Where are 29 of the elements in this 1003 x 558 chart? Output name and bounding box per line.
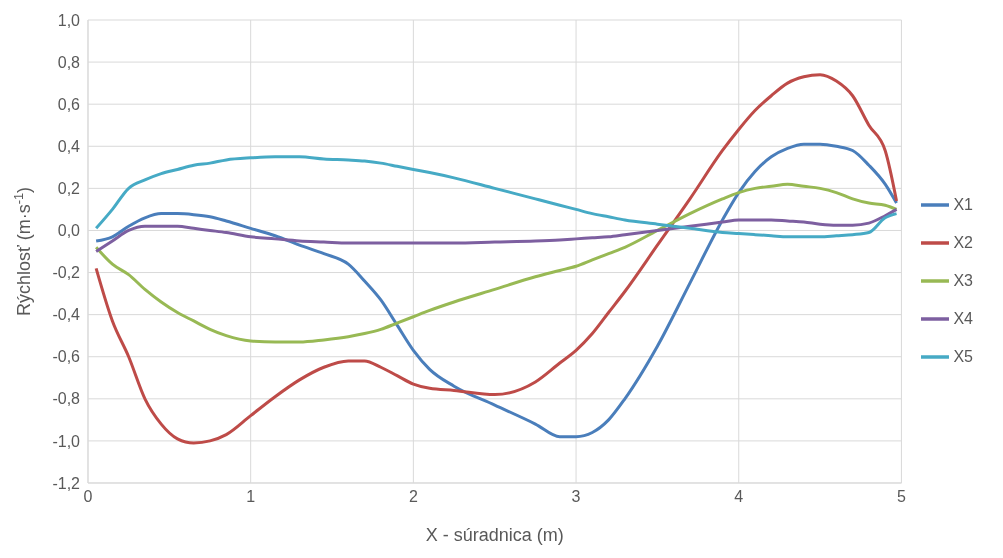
line-series: [94, 207, 899, 253]
y-tick-label: 0,8: [57, 53, 81, 71]
x-tick-label: 3: [571, 488, 581, 506]
y-tick-label: 1,0: [57, 11, 81, 29]
y-tick-label: -0,8: [52, 390, 81, 408]
y-tick-label: 0,2: [57, 180, 81, 198]
y-tick-label: 0,4: [57, 137, 81, 155]
y-tick-label: -0,2: [52, 264, 81, 282]
y-tick-label: -0,4: [52, 306, 81, 324]
y-tick-label: -0,6: [52, 348, 81, 366]
x-tick-label: 4: [734, 488, 744, 506]
legend-label: X3: [953, 271, 973, 289]
legend-label: X1: [953, 195, 973, 213]
x-axis-title: X - súradnica (m): [425, 524, 564, 545]
x-tick-label: 0: [83, 488, 93, 506]
line-series: [94, 142, 899, 439]
line-series: [94, 155, 899, 239]
line-series: [94, 182, 899, 344]
y-tick-label: 0,0: [57, 222, 81, 240]
x-tick-label: 2: [408, 488, 418, 506]
line-series: [94, 73, 899, 445]
legend-label: X2: [953, 233, 973, 251]
y-tick-label: 0,6: [57, 95, 81, 113]
legend-label: X4: [953, 309, 973, 327]
y-tick-label: -1,0: [52, 432, 81, 450]
x-tick-label: 1: [246, 488, 256, 506]
x-tick-label: 5: [896, 488, 906, 506]
legend-label: X5: [953, 347, 973, 365]
y-tick-label: -1,2: [52, 474, 81, 492]
